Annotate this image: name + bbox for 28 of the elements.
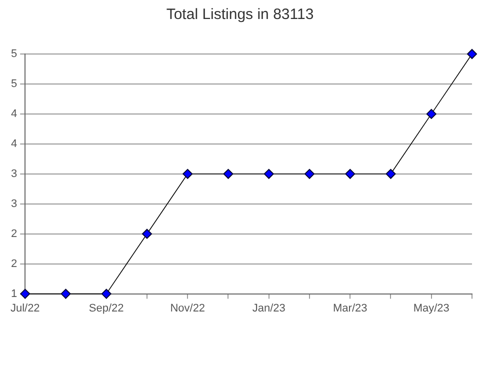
x-tick-label: Jul/22 bbox=[10, 302, 40, 314]
point bbox=[182, 168, 193, 179]
point bbox=[345, 168, 356, 179]
y-tick-label: 4 bbox=[10, 138, 18, 150]
point bbox=[264, 168, 274, 179]
y-tick-label: 5 bbox=[10, 48, 18, 60]
point bbox=[467, 49, 477, 59]
x-tick-label: May/23 bbox=[413, 302, 450, 314]
x-tick-label: Sep/22 bbox=[88, 302, 124, 314]
x-tick-label: Mar/23 bbox=[333, 302, 368, 314]
point bbox=[304, 168, 314, 179]
point bbox=[386, 168, 396, 179]
point bbox=[60, 288, 71, 299]
chart-title: Total Listings in 83113 bbox=[166, 6, 314, 24]
y-tick-label: 5 bbox=[10, 78, 18, 90]
y-tick-label: 3 bbox=[10, 198, 18, 210]
y-tick-label: 3 bbox=[10, 168, 18, 180]
point bbox=[426, 108, 436, 119]
y-tick-label: 1 bbox=[10, 288, 18, 300]
y-tick-label: 2 bbox=[10, 258, 18, 270]
point bbox=[142, 228, 152, 239]
x-tick-label: Jan/23 bbox=[252, 302, 286, 314]
x-tick-label: Nov/22 bbox=[170, 302, 206, 314]
y-tick-label: 4 bbox=[10, 108, 18, 120]
point bbox=[223, 168, 234, 179]
y-tick-label: 2 bbox=[10, 228, 18, 240]
point bbox=[20, 288, 30, 299]
point bbox=[101, 288, 112, 299]
